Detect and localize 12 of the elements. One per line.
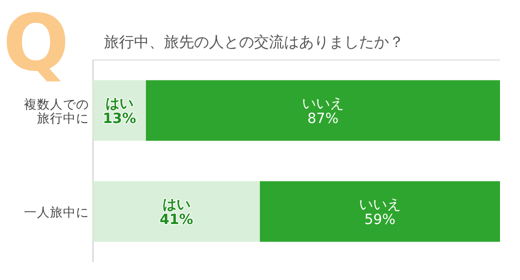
series-label: いいえ <box>302 96 344 112</box>
y-tick-label: 一人旅中に <box>24 204 89 220</box>
text: Q <box>2 0 70 89</box>
data-label: 13% <box>102 111 136 128</box>
data-label: 87% <box>307 111 339 128</box>
y-tick-label: 複数人での旅行中に <box>24 96 89 126</box>
chart-title: 旅行中、旅先の人との交流はありましたか？ <box>104 33 404 51</box>
series-label: はい <box>105 96 134 112</box>
text: はい <box>162 196 190 213</box>
text: いいえ <box>358 196 401 213</box>
data-label: 41% <box>160 212 194 228</box>
data-label: 59% <box>364 212 396 228</box>
